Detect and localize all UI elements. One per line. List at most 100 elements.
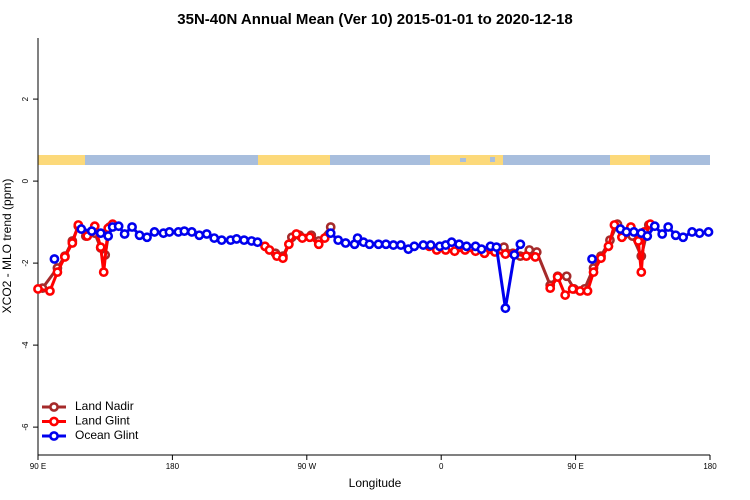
- point: [552, 272, 563, 282]
- y-axis-label: XCO2 - MLO trend (ppm): [0, 179, 14, 314]
- point: [373, 239, 384, 250]
- point: [694, 228, 705, 239]
- point: [636, 267, 647, 278]
- point: [633, 236, 644, 246]
- point: [663, 222, 674, 232]
- point: [388, 240, 399, 250]
- point: [252, 237, 263, 248]
- point: [530, 252, 541, 262]
- point: [164, 227, 175, 237]
- x-tick-label: 0: [439, 462, 444, 471]
- point: [381, 239, 391, 250]
- x-tick-label: 180: [166, 462, 180, 471]
- point: [103, 231, 114, 241]
- point: [201, 229, 212, 239]
- point: [179, 226, 190, 237]
- point: [491, 242, 502, 253]
- y-tick-label: 2: [21, 96, 30, 101]
- point: [670, 230, 681, 241]
- series: [49, 221, 714, 314]
- point: [454, 239, 465, 250]
- point: [33, 284, 43, 294]
- point: [264, 245, 275, 255]
- legend-label: Ocean Glint: [75, 428, 139, 442]
- point: [642, 231, 653, 241]
- point: [521, 251, 532, 262]
- point: [231, 234, 242, 244]
- point: [575, 286, 585, 296]
- legend-label: Land Nadir: [75, 399, 134, 413]
- series-line: [37, 221, 652, 298]
- point: [59, 252, 70, 262]
- point: [567, 284, 578, 294]
- point: [333, 235, 344, 246]
- legend-marker: [49, 416, 59, 427]
- point: [515, 239, 526, 250]
- point: [561, 271, 572, 282]
- y-tick-label: 0: [21, 178, 30, 183]
- point: [628, 227, 639, 237]
- point: [446, 237, 457, 248]
- point: [657, 229, 668, 239]
- point: [587, 254, 597, 264]
- point: [186, 227, 197, 237]
- point: [687, 227, 697, 237]
- point: [95, 242, 106, 253]
- point: [216, 235, 227, 246]
- point: [678, 232, 689, 243]
- point: [649, 221, 660, 232]
- point: [500, 249, 511, 259]
- point: [95, 228, 106, 239]
- point: [49, 254, 60, 264]
- point: [239, 235, 249, 246]
- point: [509, 250, 520, 260]
- point: [278, 253, 288, 264]
- point: [52, 267, 63, 278]
- point: [500, 303, 511, 314]
- x-tick-label: 90 E: [30, 462, 46, 471]
- point: [409, 241, 420, 252]
- y-tick-label: -2: [21, 259, 30, 267]
- point: [98, 267, 109, 278]
- point: [67, 238, 78, 248]
- x-tick-label: 90 E: [567, 462, 583, 471]
- point: [149, 227, 160, 237]
- point: [418, 240, 429, 250]
- chart-title: 35N-40N Annual Mean (Ver 10) 2015-01-01 …: [177, 11, 572, 28]
- point: [621, 227, 632, 237]
- point: [596, 253, 606, 264]
- point: [395, 240, 406, 250]
- y-tick-label: -4: [21, 341, 30, 349]
- point: [86, 226, 97, 237]
- point: [340, 238, 351, 248]
- point: [194, 230, 205, 241]
- point: [461, 241, 472, 252]
- y-tick-label: -6: [21, 423, 30, 431]
- point: [545, 283, 556, 294]
- point: [134, 230, 145, 241]
- point: [127, 222, 137, 232]
- legend-marker: [49, 431, 59, 441]
- point: [603, 241, 614, 252]
- point: [364, 239, 375, 250]
- x-tick-label: 180: [703, 462, 717, 471]
- point: [76, 224, 87, 234]
- point: [703, 227, 714, 237]
- land-ocean-strip: [38, 155, 710, 165]
- point: [476, 244, 487, 255]
- point: [325, 228, 336, 239]
- legend-marker: [49, 402, 59, 412]
- point: [588, 267, 599, 278]
- point: [119, 229, 130, 239]
- x-axis-label: Longitude: [349, 476, 402, 490]
- point: [45, 286, 55, 296]
- point: [582, 286, 593, 296]
- point: [142, 232, 152, 243]
- legend-label: Land Glint: [75, 414, 130, 428]
- point: [297, 233, 308, 243]
- point: [449, 246, 460, 257]
- point: [319, 233, 330, 243]
- x-tick-label: 90 W: [297, 462, 316, 471]
